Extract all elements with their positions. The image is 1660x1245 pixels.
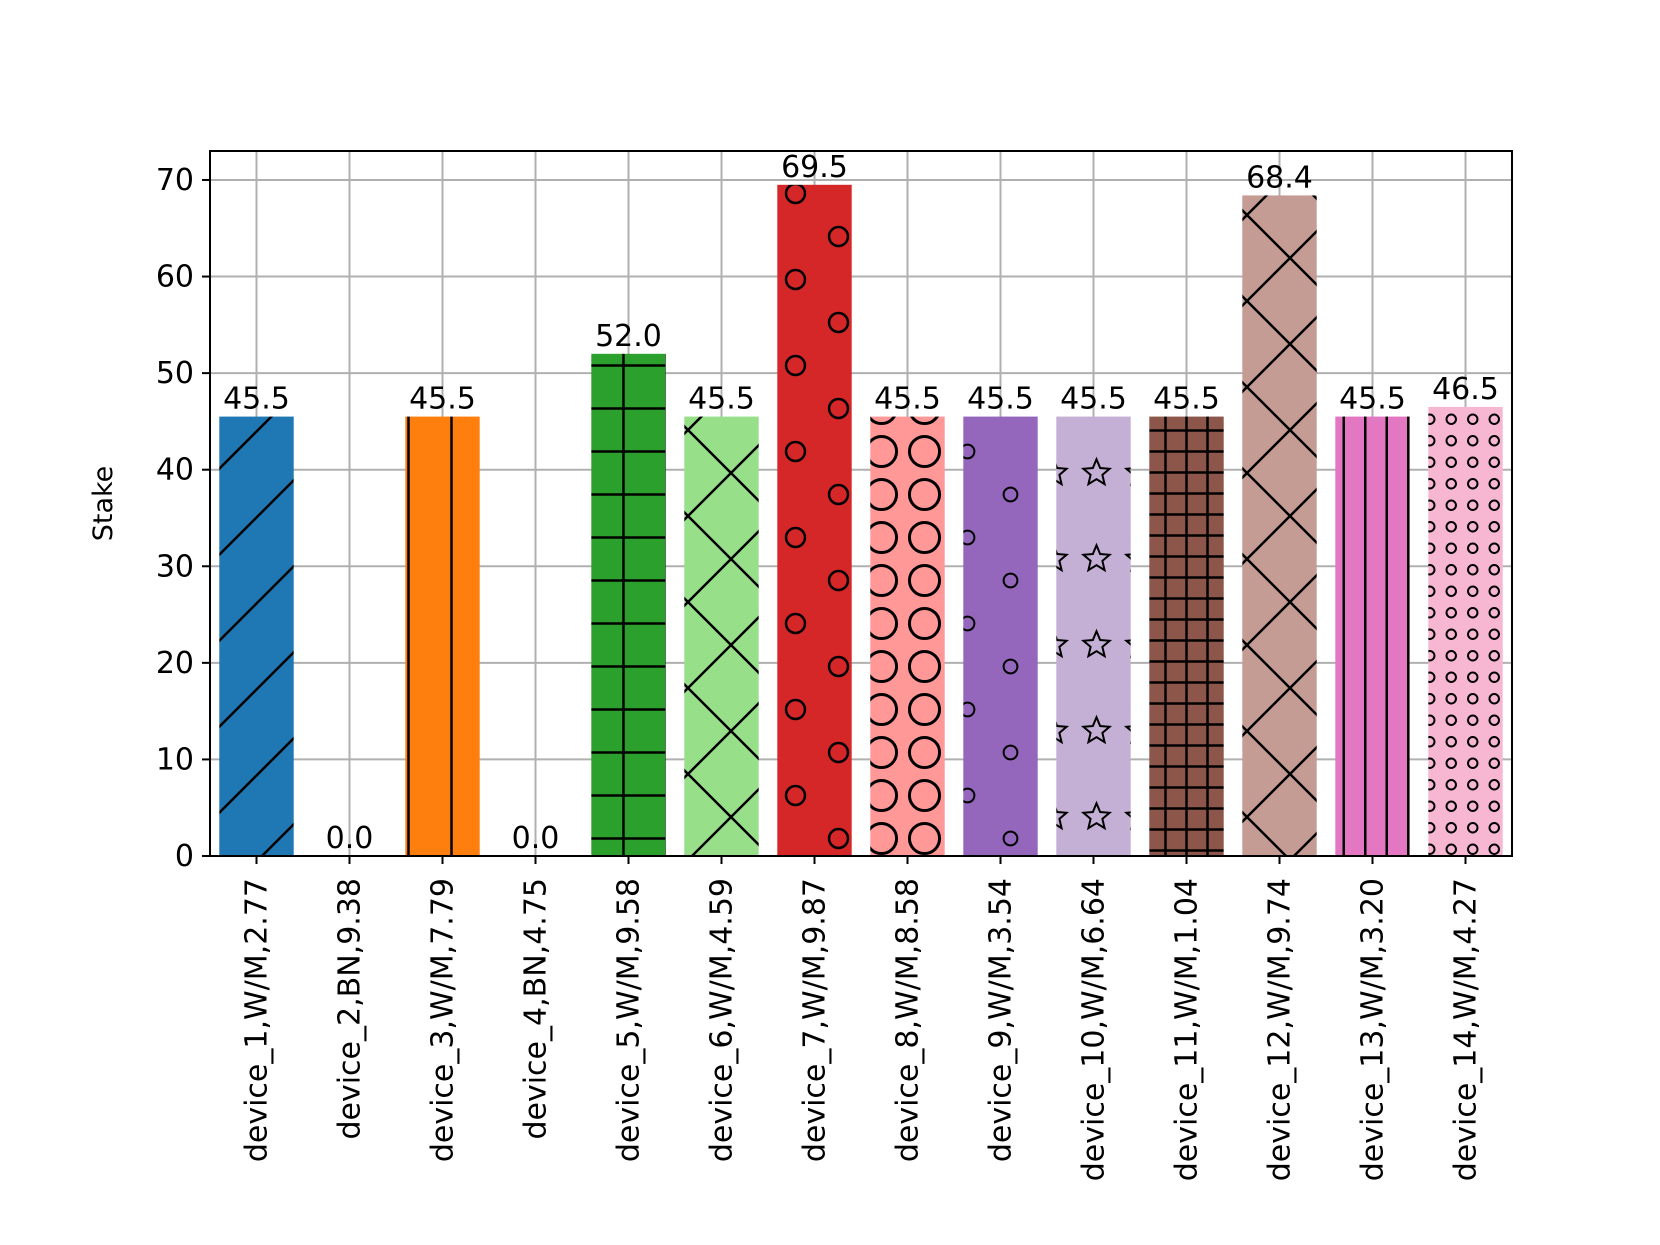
- bar-14: [1428, 406, 1503, 856]
- y-tick-label: 10: [156, 742, 194, 777]
- bar-8: [870, 416, 945, 856]
- x-tick-label: device_6,W/M,4.59: [705, 878, 740, 1162]
- bar-10: [1056, 416, 1131, 856]
- data-labels: 45.5 0.0 45.5 0.0 52.0 45.5 69.5 45.5 45.5 45.5 45…: [223, 150, 1499, 856]
- data-label-11: 45.5: [1153, 382, 1220, 417]
- x-tick-label: device_3,W/M,7.79: [426, 878, 461, 1162]
- x-tick-label: device_2,BN,9.38: [333, 878, 368, 1140]
- plot-area-frame: [209, 150, 1513, 857]
- data-label-10: 45.5: [1060, 382, 1127, 417]
- y-tick-label: 20: [156, 646, 194, 681]
- data-label-14: 46.5: [1432, 372, 1499, 407]
- x-tick-label: device_12,W/M,9.74: [1263, 878, 1298, 1181]
- y-tick-label: 70: [156, 163, 194, 198]
- data-label-2: 0.0: [326, 821, 374, 856]
- data-label-8: 45.5: [874, 382, 941, 417]
- x-tick-label: device_9,W/M,3.54: [984, 878, 1019, 1162]
- x-tick-label: device_11,W/M,1.04: [1170, 878, 1205, 1181]
- bar-12: [1242, 195, 1317, 856]
- bar-7: [777, 184, 852, 856]
- x-tick-label: device_13,W/M,3.20: [1356, 878, 1391, 1181]
- bar-3: [405, 416, 480, 856]
- x-tick-label: device_8,W/M,8.58: [891, 878, 926, 1162]
- bar-9: [963, 416, 1038, 856]
- y-tick-label: 30: [156, 549, 194, 584]
- bar-1: [219, 416, 294, 856]
- data-label-5: 52.0: [595, 319, 662, 354]
- bar-11: [1149, 416, 1224, 856]
- y-axis: 0 10 20 30 40 50 60 70: [156, 163, 210, 874]
- data-label-13: 45.5: [1339, 382, 1406, 417]
- x-tick-label: device_7,W/M,9.87: [798, 878, 833, 1162]
- data-label-12: 68.4: [1246, 160, 1313, 195]
- data-label-6: 45.5: [688, 382, 755, 417]
- bars: [219, 184, 1503, 856]
- x-tick-label: device_10,W/M,6.64: [1077, 878, 1112, 1181]
- y-tick-label: 40: [156, 453, 194, 488]
- y-tick-label: 60: [156, 260, 194, 295]
- x-tick-label: device_14,W/M,4.27: [1449, 878, 1484, 1181]
- y-tick-label: 0: [175, 839, 194, 874]
- x-tick-label: device_1,W/M,2.77: [240, 878, 275, 1162]
- bar-5: [591, 353, 666, 856]
- x-axis: device_1,W/M,2.77 device_2,BN,9.38 device_…: [240, 856, 1484, 1181]
- x-tick-label: device_5,W/M,9.58: [612, 878, 647, 1162]
- data-label-7: 69.5: [781, 150, 848, 185]
- bar-6: [684, 416, 759, 856]
- data-label-9: 45.5: [967, 382, 1034, 417]
- y-axis-title: Stake: [88, 466, 119, 542]
- y-tick-label: 50: [156, 356, 194, 391]
- data-label-4: 0.0: [512, 821, 560, 856]
- data-label-3: 45.5: [409, 382, 476, 417]
- x-tick-label: device_4,BN,4.75: [519, 878, 554, 1140]
- bar-13: [1335, 416, 1410, 856]
- data-label-1: 45.5: [223, 382, 290, 417]
